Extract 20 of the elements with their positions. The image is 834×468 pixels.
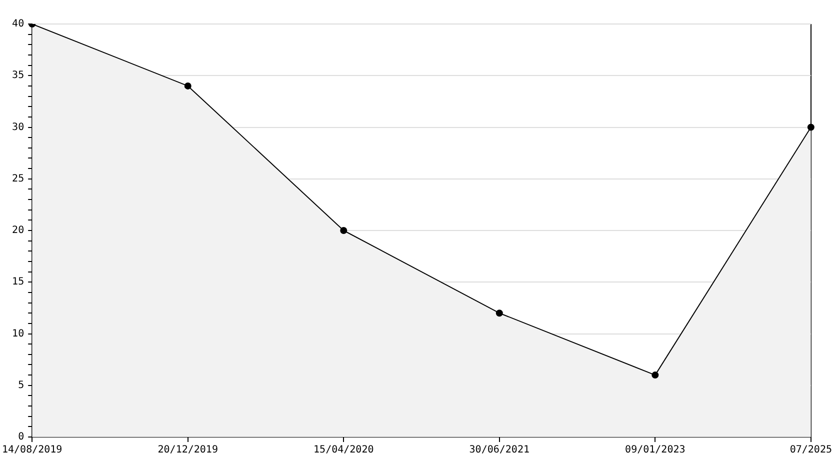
y-tick-label: 0: [18, 432, 24, 443]
point: [340, 227, 348, 234]
x-tick-label: 14/08/2019: [2, 444, 62, 456]
point: [807, 124, 814, 131]
x-tick-label: 09/01/2023: [625, 444, 686, 456]
y-tick-label: 35: [12, 70, 24, 82]
x-tick-label: 30/06/2021: [469, 444, 530, 456]
y-tick-label: 10: [12, 328, 24, 340]
y-tick-label: 40: [12, 18, 24, 30]
x-tick-label: 07/2025: [790, 444, 832, 456]
y-tick-label: 25: [12, 173, 24, 184]
point: [496, 310, 503, 317]
y-tick-label: 30: [12, 122, 24, 133]
point: [652, 372, 659, 379]
x-tick-label: 20/12/2019: [158, 444, 218, 456]
point: [184, 82, 192, 90]
x-tick-label: 15/04/2020: [314, 444, 374, 456]
y-tick-label: 20: [12, 225, 24, 236]
y-tick-label: 15: [12, 276, 24, 288]
y-tick-label: 5: [18, 380, 24, 391]
